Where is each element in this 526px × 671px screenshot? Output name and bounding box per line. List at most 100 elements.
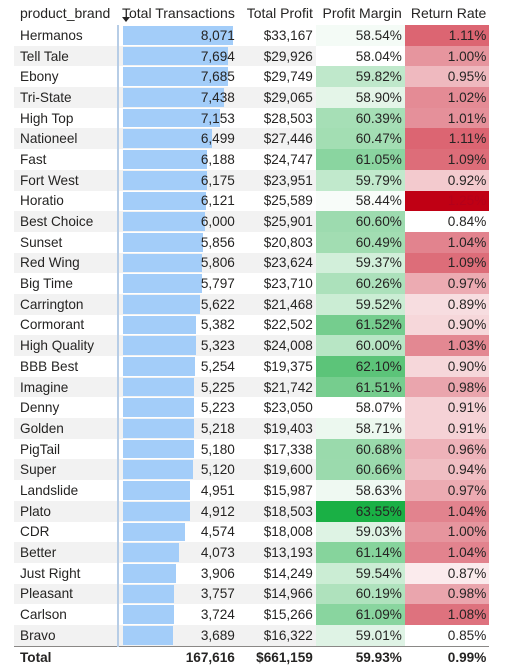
transactions-databar (123, 439, 194, 459)
table-row[interactable]: Imagine 5,225 $21,742 61.51% 0.98% (14, 376, 490, 398)
table-row[interactable]: High Quality 5,323 $24,008 60.00% 1.03% (14, 335, 490, 356)
margin-cell: 63.55% (315, 500, 405, 522)
table-row[interactable]: Carlson 3,724 $15,266 61.09% 1.08% (14, 604, 490, 625)
return-rate-cell: 0.87% (404, 562, 490, 584)
total-return-rate: 0.99% (404, 645, 490, 669)
profit-cell: $19,403 (237, 418, 316, 439)
brand-cell: Tri-State (14, 87, 118, 108)
table-row[interactable]: Pleasant 3,757 $14,966 60.19% 0.98% (14, 583, 490, 605)
transactions-cell: 7,694 (117, 45, 238, 67)
table-row[interactable]: Just Right 3,906 $14,249 59.54% 0.87% (14, 562, 490, 584)
return-rate-cell: 1.09% (404, 252, 490, 274)
table-row[interactable]: Best Choice 6,000 $25,901 60.60% 0.84% (14, 211, 490, 232)
profit-cell: $23,951 (237, 169, 316, 191)
transactions-cell: 5,622 (117, 293, 238, 315)
profit-cell: $17,338 (237, 438, 316, 460)
profit-cell: $25,901 (237, 211, 316, 232)
transactions-databar (123, 191, 207, 211)
brand-cell: Big Time (14, 273, 118, 294)
table-row[interactable]: Carrington 5,622 $21,468 59.52% 0.89% (14, 293, 490, 315)
table-row[interactable]: Plato 4,912 $18,503 63.55% 1.04% (14, 500, 490, 522)
margin-cell: 58.07% (315, 397, 405, 419)
transactions-databar (123, 522, 186, 542)
table-row[interactable]: Golden 5,218 $19,403 58.71% 0.91% (14, 418, 490, 439)
transactions-databar (123, 274, 202, 293)
table-row[interactable]: Bravo 3,689 $16,322 59.01% 0.85% (14, 624, 490, 647)
table-row[interactable]: Tell Tale 7,694 $29,926 58.04% 1.00% (14, 45, 490, 67)
table-row[interactable]: Fort West 6,175 $23,951 59.79% 0.92% (14, 169, 490, 191)
transactions-value: 5,856 (200, 234, 235, 250)
column-header-transactions[interactable]: Total Transactions (118, 0, 238, 25)
profit-cell: $14,966 (237, 583, 316, 605)
return-rate-cell: 1.04% (404, 500, 490, 522)
margin-cell: 60.00% (315, 335, 405, 356)
column-header-return-rate[interactable]: Return Rate (410, 4, 487, 21)
profit-cell: $19,600 (237, 459, 316, 481)
transactions-value: 7,153 (200, 110, 235, 126)
transactions-value: 5,225 (200, 379, 235, 395)
margin-cell: 61.51% (315, 376, 405, 398)
profit-cell: $13,193 (237, 542, 316, 563)
table-row[interactable]: Fast 6,188 $24,747 61.05% 1.09% (14, 149, 490, 170)
table-row[interactable]: Denny 5,223 $23,050 58.07% 0.91% (14, 397, 490, 419)
brand-cell: Imagine (14, 376, 118, 398)
header-row: product_brand Total Transactions Total P… (14, 0, 489, 25)
table-row[interactable]: Landslide 4,951 $15,987 58.63% 0.97% (14, 480, 490, 501)
total-row: Total 167,616 $661,159 59.93% 0.99% (14, 645, 490, 669)
table-row[interactable]: Tri-State 7,438 $29,065 58.90% 1.02% (14, 87, 490, 108)
return-rate-cell: 0.97% (404, 480, 490, 501)
table-row[interactable]: Sunset 5,856 $20,803 60.49% 1.04% (14, 231, 490, 253)
table-row[interactable]: Horatio 6,121 $25,589 58.44% 1.25% (14, 190, 490, 212)
table-row[interactable]: High Top 7,153 $28,503 60.39% 1.01% (14, 107, 490, 129)
column-header-margin[interactable]: Profit Margin (322, 4, 402, 21)
profit-cell: $19,375 (237, 356, 316, 377)
profit-cell: $21,468 (237, 293, 316, 315)
brand-cell: Fast (14, 149, 118, 170)
margin-cell: 61.09% (315, 604, 405, 625)
return-rate-cell: 0.98% (404, 583, 490, 605)
column-header-brand[interactable]: product_brand (20, 4, 111, 21)
table-row[interactable]: CDR 4,574 $18,008 59.03% 1.00% (14, 521, 490, 543)
table-row[interactable]: BBB Best 5,254 $19,375 62.10% 0.90% (14, 356, 490, 377)
margin-cell: 58.90% (315, 87, 405, 108)
brand-cell: Super (14, 459, 118, 481)
transactions-databar (123, 543, 179, 562)
transactions-databar (123, 419, 195, 438)
return-rate-cell: 1.03% (404, 335, 490, 356)
transactions-value: 5,254 (200, 358, 235, 374)
column-header-profit[interactable]: Total Profit (246, 4, 313, 21)
transactions-cell: 5,382 (117, 314, 238, 336)
return-rate-cell: 0.91% (404, 397, 490, 419)
return-rate-cell: 0.90% (404, 314, 490, 336)
profit-cell: $27,446 (237, 128, 316, 150)
margin-cell: 59.01% (315, 624, 405, 647)
transactions-cell: 4,912 (117, 500, 238, 522)
brand-cell: Denny (14, 397, 118, 419)
transactions-databar (123, 584, 175, 604)
sort-descending-icon[interactable] (122, 17, 130, 22)
margin-cell: 59.03% (315, 521, 405, 543)
brand-cell: Landslide (14, 480, 118, 501)
table-row[interactable]: PigTail 5,180 $17,338 60.68% 0.96% (14, 438, 490, 460)
brand-cell: Tell Tale (14, 45, 118, 67)
table-row[interactable]: Ebony 7,685 $29,749 59.82% 0.95% (14, 66, 490, 88)
transactions-cell: 4,951 (117, 480, 238, 501)
transactions-cell: 5,180 (117, 438, 238, 460)
margin-cell: 59.54% (315, 562, 405, 584)
table-row[interactable]: Nationeel 6,499 $27,446 60.47% 1.11% (14, 128, 490, 150)
table-row[interactable]: Super 5,120 $19,600 60.66% 0.94% (14, 459, 490, 481)
profit-cell: $29,749 (237, 66, 316, 88)
table-row[interactable]: Cormorant 5,382 $22,502 61.52% 0.90% (14, 314, 490, 336)
table-row[interactable]: Red Wing 5,806 $23,624 59.37% 1.09% (14, 252, 490, 274)
profit-cell: $16,322 (237, 624, 316, 647)
transactions-databar (123, 377, 195, 397)
transactions-value: 5,323 (200, 338, 235, 354)
table-row[interactable]: Better 4,073 $13,193 61.14% 1.04% (14, 542, 490, 563)
transactions-databar (123, 625, 174, 645)
brand-cell: Sunset (14, 231, 118, 253)
transactions-cell: 6,175 (117, 169, 238, 191)
transactions-databar (123, 481, 191, 500)
table-row[interactable]: Big Time 5,797 $23,710 60.26% 0.97% (14, 273, 490, 294)
table-row[interactable]: Hermanos 8,071 $33,167 58.54% 1.11% (14, 25, 490, 46)
transactions-databar (123, 212, 205, 231)
